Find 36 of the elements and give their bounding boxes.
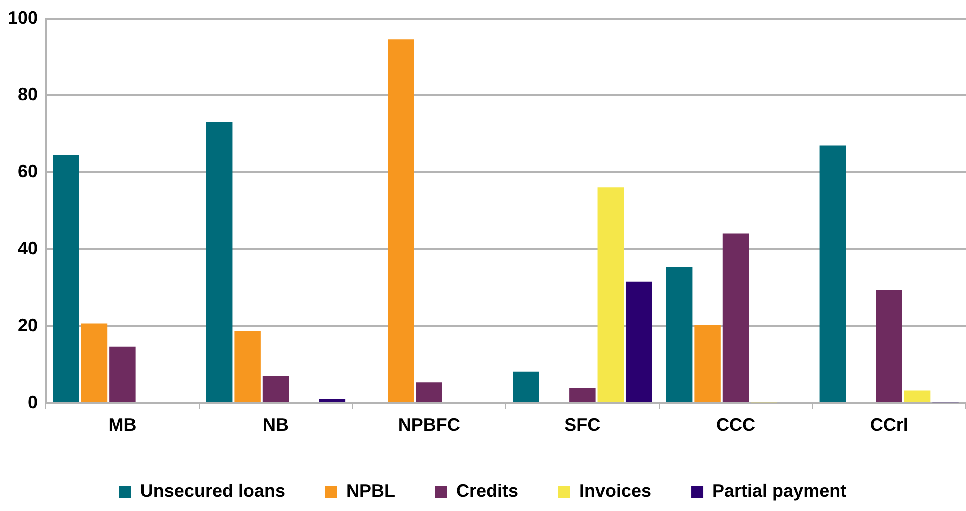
bar [262,376,290,402]
bar [206,122,233,402]
bar [876,290,902,402]
bar [570,388,596,402]
legend-label: Unsecured loans [140,480,286,501]
bar [416,382,442,402]
x-tick-label: CCC [716,415,756,436]
y-tick-label: 100 [8,8,38,28]
legend-label: NPBL [346,480,396,501]
x-tick-label: NPBFC [398,415,460,436]
y-tick-label: 60 [18,162,38,182]
bar [722,234,750,402]
bar [81,324,108,402]
bar [388,40,414,402]
bar [820,146,846,402]
bar [110,346,136,402]
bar [904,390,931,402]
bar [234,331,261,402]
bar [598,188,624,402]
x-tick-label: CCrl [870,415,908,436]
bar [666,267,693,402]
legend-label: Credits [456,480,518,501]
x-tick-label: MB [108,415,137,436]
bar [319,399,346,402]
y-tick-label: 40 [18,238,38,259]
bar [53,154,80,402]
y-tick-label: 0 [28,392,38,412]
legend-label: Invoices [579,480,652,501]
bar [694,325,721,402]
y-tick-label: 20 [18,315,38,336]
y-tick-label: 80 [18,84,38,105]
legend-label: Partial payment [712,480,847,501]
x-tick-label: NB [263,415,290,436]
bar [626,282,652,402]
x-tick-label: SFC [564,415,601,436]
bar [513,372,540,402]
